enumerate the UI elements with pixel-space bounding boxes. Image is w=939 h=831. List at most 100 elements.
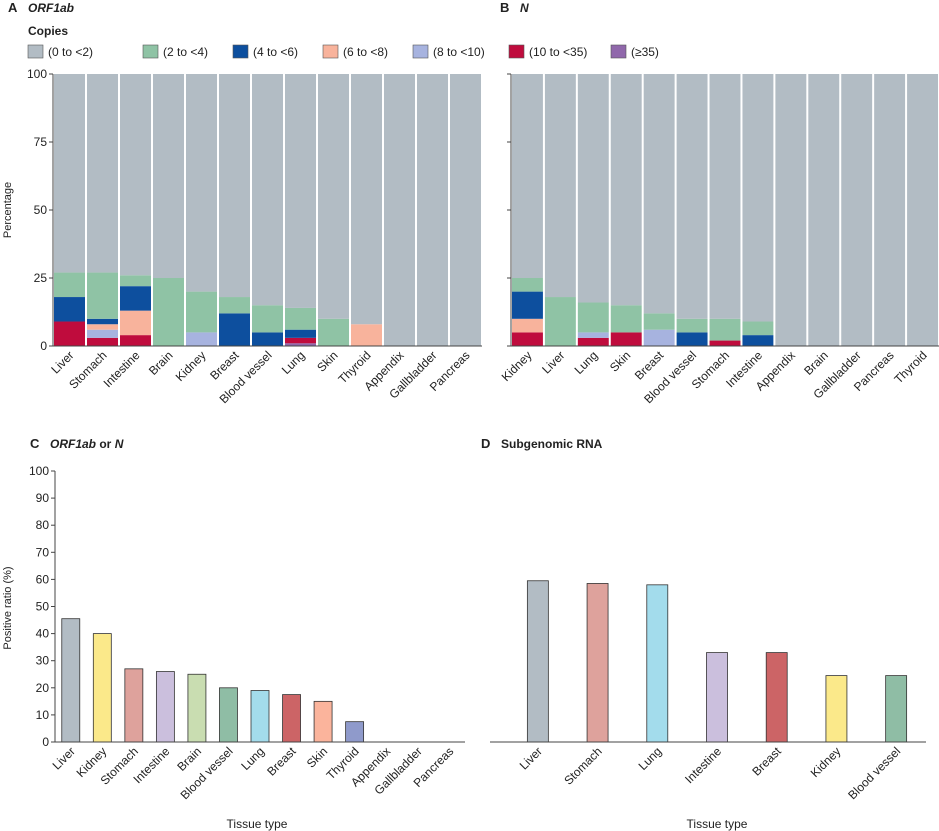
- panel-c-ylabel: Positive ratio (%): [2, 566, 14, 649]
- y-tick-label: 20: [36, 681, 50, 695]
- bar-segment: [252, 74, 283, 306]
- y-tick-label: 100: [29, 464, 49, 478]
- bar-segment: [610, 332, 642, 346]
- bar-segment: [120, 275, 151, 287]
- bar: [706, 652, 728, 743]
- bar-segment: [153, 74, 184, 278]
- bar-segment: [417, 74, 448, 346]
- bar: [313, 700, 333, 743]
- bar: [282, 694, 301, 743]
- x-tick-label: Skin: [607, 348, 633, 374]
- bar: [92, 633, 112, 743]
- x-tick-label: Breast: [749, 744, 784, 779]
- y-tick-label: 40: [36, 627, 50, 641]
- panel-c-chart: 0102030405060708090100LiverKidneyStomach…: [29, 464, 465, 802]
- bar-segment: [577, 332, 609, 338]
- bar-segment: [512, 332, 543, 346]
- x-tick-label: Blood vessel: [845, 744, 903, 802]
- bar-segment: [54, 321, 85, 346]
- panel-c-title-part-3: N: [115, 437, 124, 451]
- y-tick-label: 10: [36, 708, 50, 722]
- bar-segment: [512, 74, 543, 278]
- legend-swatch: [232, 44, 249, 59]
- y-tick-label: 50: [34, 203, 48, 217]
- y-tick-label: 0: [40, 339, 47, 353]
- bar-segment: [643, 74, 675, 314]
- legend-label: (2 to <4): [163, 45, 208, 59]
- x-tick-label: Lung: [572, 348, 601, 377]
- y-tick-label: 25: [34, 271, 48, 285]
- bar-segment: [87, 318, 118, 325]
- panel-a-ylabel: Percentage: [2, 182, 14, 238]
- panel-c-letter: C: [30, 436, 40, 451]
- y-tick-label: 75: [34, 135, 48, 149]
- bar: [345, 721, 365, 743]
- bar-segment: [841, 74, 873, 346]
- bar-segment: [351, 324, 382, 346]
- panel-a-title: ORF1ab: [28, 1, 74, 15]
- y-tick-label: 60: [36, 572, 50, 586]
- legend-label: (0 to <2): [48, 45, 93, 59]
- bar: [250, 690, 270, 743]
- bar-segment: [87, 324, 118, 330]
- bar-segment: [54, 74, 85, 273]
- bar-segment: [676, 318, 708, 333]
- bar-segment: [318, 74, 349, 319]
- bar: [61, 618, 81, 743]
- bar-segment: [252, 332, 283, 346]
- bar-segment: [610, 305, 642, 333]
- bar-segment: [87, 272, 118, 319]
- bar-segment: [709, 74, 741, 319]
- bar-segment: [512, 291, 543, 319]
- x-tick-label: Liver: [517, 744, 545, 772]
- bar: [765, 652, 788, 743]
- bar: [526, 580, 549, 743]
- x-tick-label: Kidney: [808, 744, 844, 780]
- panel-c-title-part-2: or: [96, 437, 115, 451]
- bar-segment: [907, 74, 938, 346]
- legend-label: (4 to <6): [253, 45, 298, 59]
- legend: (0 to <2) (2 to <4) (4 to <6) (6 to <8) (8 t…: [27, 44, 659, 59]
- legend-swatch: [27, 44, 44, 59]
- bar: [155, 671, 175, 743]
- bar-segment: [577, 74, 609, 303]
- bar: [124, 668, 144, 743]
- panel-b-title: N: [520, 1, 529, 15]
- x-tick-label: Intestine: [682, 744, 724, 786]
- x-tick-label: Kidney: [499, 348, 535, 384]
- bar-segment: [709, 340, 741, 346]
- y-tick-label: 50: [36, 600, 50, 614]
- x-tick-label: Kidney: [173, 348, 209, 384]
- bar-segment: [808, 74, 840, 346]
- x-tick-label: Liver: [48, 348, 76, 376]
- y-tick-label: 30: [36, 654, 50, 668]
- bar-segment: [577, 302, 609, 333]
- bar-segment: [186, 74, 217, 292]
- legend-label: (≥35): [631, 45, 659, 59]
- legend-swatch: [412, 44, 429, 59]
- legend-swatch: [322, 44, 339, 59]
- x-tick-label: Brain: [146, 348, 176, 378]
- legend-label: (8 to <10): [433, 45, 485, 59]
- bar-segment: [87, 337, 118, 346]
- bar-segment: [544, 74, 576, 298]
- bar-segment: [577, 337, 609, 346]
- legend-title: Copies: [28, 24, 68, 38]
- bar-segment: [742, 74, 774, 322]
- bar-segment: [120, 74, 151, 276]
- bar-segment: [285, 337, 316, 344]
- panel-c-xlabel: Tissue type: [227, 817, 288, 831]
- bar-segment: [153, 278, 184, 346]
- panel-c-title-part-1: ORF1ab: [50, 437, 96, 451]
- bar-segment: [54, 272, 85, 298]
- bar-segment: [186, 332, 217, 346]
- bar-segment: [219, 74, 250, 298]
- bar-segment: [54, 297, 85, 322]
- legend-swatch: [610, 44, 627, 59]
- bar-segment: [219, 313, 250, 346]
- legend-label: (6 to <8): [343, 45, 388, 59]
- x-tick-label: Lung: [279, 348, 308, 377]
- panel-a-letter: A: [8, 0, 18, 15]
